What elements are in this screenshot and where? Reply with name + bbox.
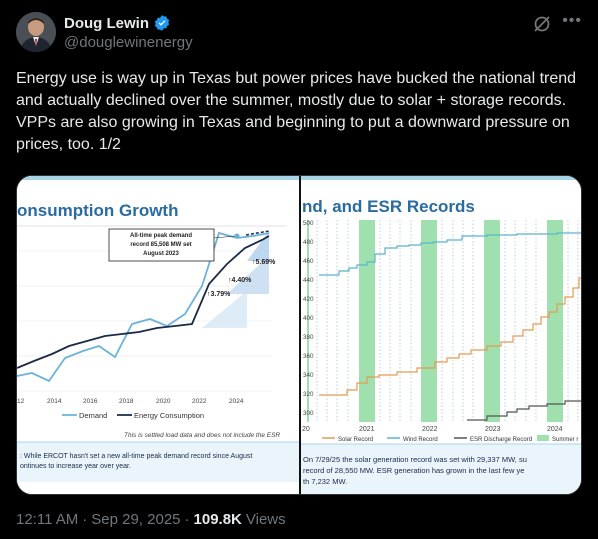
peak-point (234, 233, 240, 239)
note-right-line-3: th 7,232 MW. (303, 477, 347, 486)
chart-right-title: nd, and ESR Records (302, 197, 475, 216)
note-right-line-2: record of 28,550 MW. ESR generation has … (303, 466, 524, 475)
chart-left: onsumption Growth All-time pea (17, 176, 300, 494)
chart-right: nd, and ESR Records (301, 176, 581, 494)
note-left-line-2: ontinues to increase year over year. (20, 463, 131, 470)
pct-label-2: ↑4.40% (228, 277, 252, 284)
y-tick-right: 400 (303, 315, 314, 322)
series-esr-line (467, 400, 581, 421)
x-tick-right: 20 (302, 426, 310, 433)
tweet-meta: 12:11 AM · Sep 29, 2025 · 109.8K Views (16, 511, 286, 528)
y-tick-right: 480 (303, 239, 314, 246)
y-tick-right: 300 (303, 410, 314, 417)
note-right-line-1: On 7/29/25 the solar generation record w… (303, 455, 527, 464)
x-tick-left: 2014 (47, 398, 62, 405)
legend-solar: Solar Record (338, 437, 373, 443)
y-tick-right: 360 (303, 353, 314, 360)
avatar[interactable] (16, 12, 56, 52)
tweet-text: Energy use is way up in Texas but power … (16, 70, 577, 153)
x-tick-left: 2024 (229, 398, 244, 405)
annotation-line-2: record 85,508 MW set (130, 242, 191, 248)
annotation-line-3: August 2023 (143, 251, 179, 257)
annotation-line-1: All-time peak demand (130, 233, 192, 239)
note-left-line-1: : While ERCOT hasn't set a new all-time … (20, 453, 252, 460)
y-tick-right: 460 (303, 258, 314, 265)
y-tick-right: 340 (303, 372, 314, 379)
series-demand-line (17, 231, 270, 383)
chart-left-title: onsumption Growth (17, 201, 178, 220)
series-solar-line (319, 277, 581, 396)
y-tick-right: 440 (303, 277, 314, 284)
x-tick-right: 2024 (547, 426, 563, 433)
tweet-media-image[interactable]: onsumption Growth All-time pea (16, 175, 582, 495)
y-tick-right: 380 (303, 334, 314, 341)
y-tick-right: 500 (303, 220, 314, 227)
author-handle[interactable]: @douglewinenergy (64, 34, 193, 51)
series-wind-line (319, 232, 581, 276)
y-tick-right: 320 (303, 391, 314, 398)
meta-separator: · (184, 511, 190, 528)
x-tick-left: 2022 (192, 398, 207, 405)
grok-icon[interactable] (532, 14, 552, 34)
x-tick-left: 2020 (156, 398, 171, 405)
x-tick-right: 2022 (422, 426, 438, 433)
views-count: 109.8K (193, 511, 242, 528)
x-tick-left: 2016 (83, 398, 98, 405)
legend-demand: Demand (79, 411, 107, 420)
x-tick-right: 2021 (359, 426, 375, 433)
series-energy-line (17, 235, 270, 369)
more-options-icon[interactable]: ••• (562, 12, 582, 29)
x-tick-left: 12 (17, 398, 25, 405)
verified-badge-icon (154, 15, 170, 31)
pct-label-3: ↑5.69% (252, 259, 276, 266)
legend-energy: Energy Consumption (134, 411, 204, 420)
y-tick-right: 420 (303, 296, 314, 303)
tweet-time[interactable]: 12:11 AM (16, 511, 79, 528)
pct-label-1: ↑3.79% (207, 291, 231, 298)
legend-esr: ESR Discharge Record (470, 437, 532, 443)
author-display-name[interactable]: Doug Lewin (64, 14, 149, 32)
x-tick-right: 2023 (485, 426, 501, 433)
legend-summer: Summer r (552, 437, 578, 443)
legend-wind: Wind Record (403, 437, 438, 443)
views-label: Views (245, 511, 286, 528)
tweet-header: Doug Lewin @douglewinenergy ••• (16, 10, 582, 58)
x-tick-left: 2018 (119, 398, 134, 405)
chart-left-footnote: This is settled load data and does not i… (124, 432, 280, 439)
tweet-date[interactable]: Sep 29, 2025 (91, 511, 181, 528)
meta-separator: · (82, 511, 88, 528)
